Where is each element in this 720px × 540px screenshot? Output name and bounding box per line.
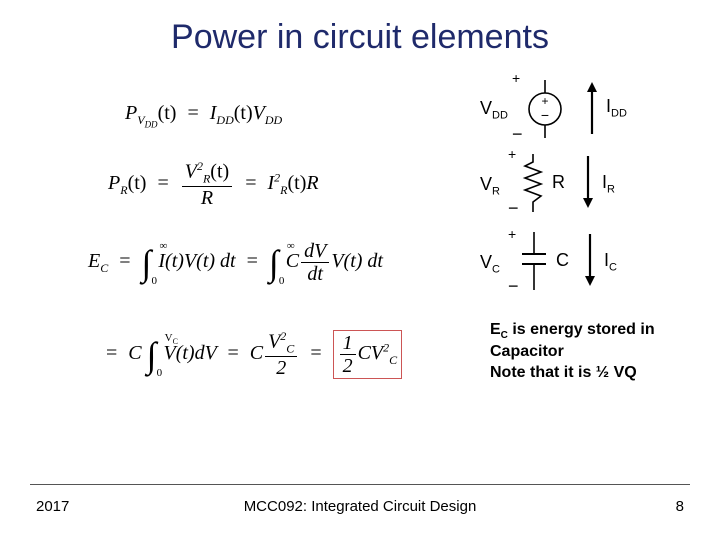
footer-divider [30,484,690,485]
footer-page-number: 8 [676,498,684,515]
svg-text:−: − [541,107,549,123]
circuit-capacitor: + VC C − IC [480,228,650,296]
arrow-idd [582,82,602,134]
final-energy-box: 12CV2C [333,330,403,379]
energy-note: EC is energy stored in Capacitor Note th… [490,320,700,384]
circuit-resistor: + VR R − IR [480,150,650,218]
footer-course: MCC092: Integrated Circuit Design [0,498,720,515]
equation-ec-line2: = C ∫VC0 V(t)dV = C V2C 2 = 12CV2C [100,330,402,379]
arrow-ir [578,156,598,208]
equation-pvdd: PVDD(t) = IDD(t)VDD [125,102,282,129]
arrow-ic [580,234,600,286]
slide-title: Power in circuit elements [0,18,720,57]
equation-pr: PR(t) = V2R(t) R = I2R(t)R [108,160,319,209]
svg-text:+: + [541,94,548,108]
circuit-vdd-source: + VDD + − − IDD [480,74,650,142]
equation-ec-line1: EC = ∫∞0 I(t)V(t) dt = ∫∞0 CdVdtV(t) dt [88,240,383,285]
